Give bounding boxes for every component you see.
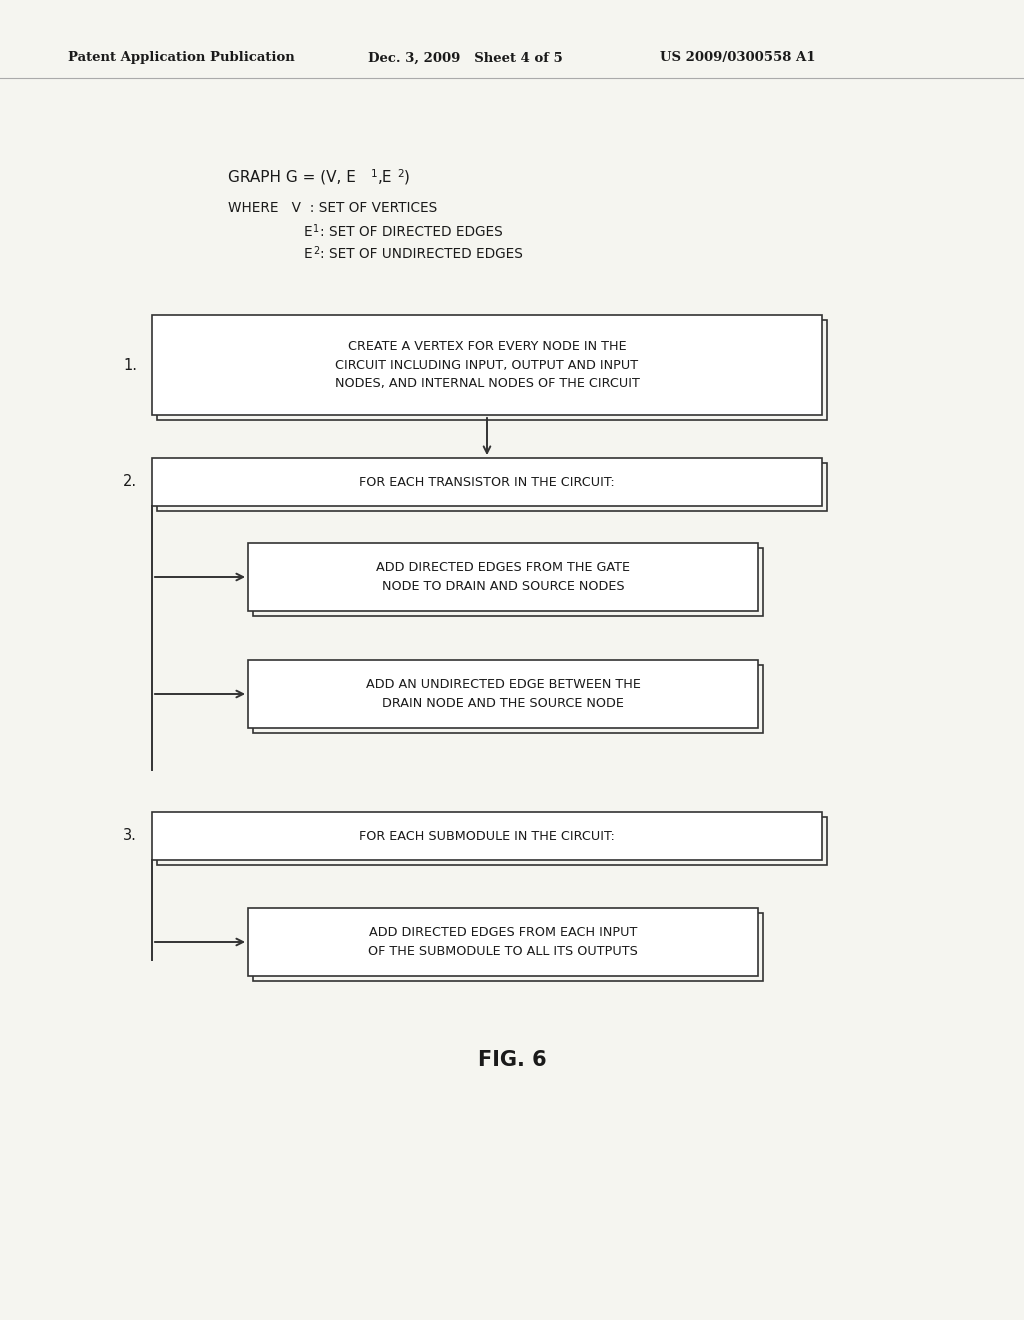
Text: ): ): [404, 170, 410, 185]
Text: US 2009/0300558 A1: US 2009/0300558 A1: [660, 51, 815, 65]
Bar: [248, 660, 758, 729]
Bar: [157, 817, 827, 865]
Bar: [248, 543, 758, 611]
Text: ,E: ,E: [378, 170, 392, 185]
Text: Patent Application Publication: Patent Application Publication: [68, 51, 295, 65]
Text: Dec. 3, 2009   Sheet 4 of 5: Dec. 3, 2009 Sheet 4 of 5: [368, 51, 563, 65]
Bar: [253, 665, 763, 733]
Text: ADD AN UNDIRECTED EDGE BETWEEN THE
DRAIN NODE AND THE SOURCE NODE: ADD AN UNDIRECTED EDGE BETWEEN THE DRAIN…: [366, 678, 640, 710]
Text: WHERE   V  : SET OF VERTICES: WHERE V : SET OF VERTICES: [228, 201, 437, 215]
Bar: [157, 319, 827, 420]
Text: FOR EACH SUBMODULE IN THE CIRCUIT:: FOR EACH SUBMODULE IN THE CIRCUIT:: [359, 829, 615, 842]
Bar: [248, 908, 758, 975]
Text: 1: 1: [371, 169, 378, 180]
Text: 2: 2: [397, 169, 403, 180]
Text: E: E: [304, 224, 312, 239]
Text: 3.: 3.: [123, 829, 137, 843]
Text: 1: 1: [313, 224, 319, 234]
Text: FIG. 6: FIG. 6: [477, 1049, 547, 1071]
Text: : SET OF DIRECTED EDGES: : SET OF DIRECTED EDGES: [319, 224, 503, 239]
Text: ADD DIRECTED EDGES FROM THE GATE
NODE TO DRAIN AND SOURCE NODES: ADD DIRECTED EDGES FROM THE GATE NODE TO…: [376, 561, 630, 593]
Text: ADD DIRECTED EDGES FROM EACH INPUT
OF THE SUBMODULE TO ALL ITS OUTPUTS: ADD DIRECTED EDGES FROM EACH INPUT OF TH…: [368, 927, 638, 958]
Text: : SET OF UNDIRECTED EDGES: : SET OF UNDIRECTED EDGES: [319, 247, 523, 261]
Text: 2.: 2.: [123, 474, 137, 490]
Text: GRAPH G = (V, E: GRAPH G = (V, E: [228, 170, 356, 185]
Text: E: E: [304, 247, 312, 261]
Bar: [253, 913, 763, 981]
Bar: [157, 463, 827, 511]
Text: 1.: 1.: [123, 358, 137, 372]
Bar: [253, 548, 763, 616]
Text: 2: 2: [313, 246, 319, 256]
Text: CREATE A VERTEX FOR EVERY NODE IN THE
CIRCUIT INCLUDING INPUT, OUTPUT AND INPUT
: CREATE A VERTEX FOR EVERY NODE IN THE CI…: [335, 341, 639, 389]
Bar: [152, 315, 822, 414]
Bar: [152, 458, 822, 506]
Bar: [152, 812, 822, 861]
Text: FOR EACH TRANSISTOR IN THE CIRCUIT:: FOR EACH TRANSISTOR IN THE CIRCUIT:: [359, 475, 614, 488]
